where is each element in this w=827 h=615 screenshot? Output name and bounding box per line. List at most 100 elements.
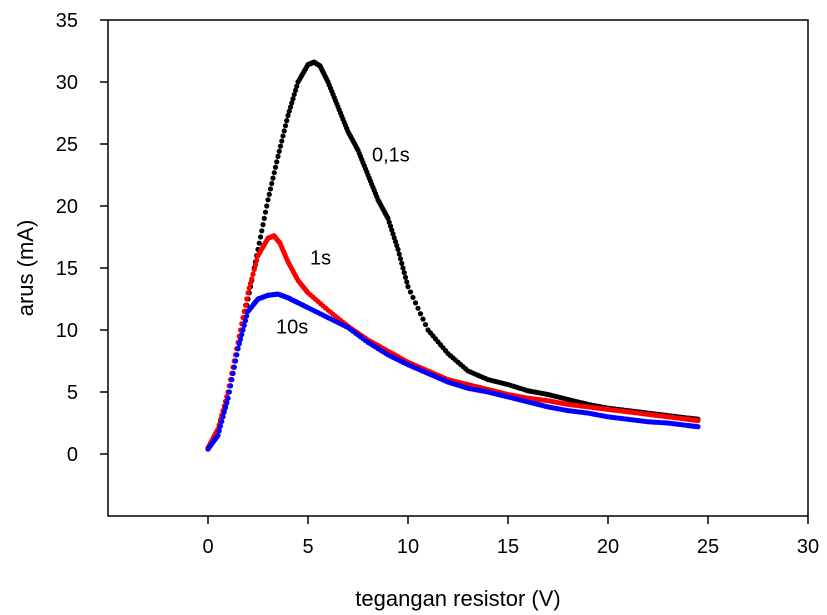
data-point <box>230 370 236 376</box>
data-point <box>292 87 299 93</box>
data-point <box>284 118 290 124</box>
data-point <box>290 96 296 102</box>
data-point <box>407 289 414 295</box>
series-0-1s <box>205 59 701 452</box>
data-point <box>234 352 240 358</box>
data-point <box>235 346 241 352</box>
data-point <box>399 260 405 266</box>
data-point <box>232 358 239 364</box>
data-point <box>262 209 269 215</box>
data-point <box>249 276 255 282</box>
data-point <box>279 138 285 144</box>
data-point <box>254 257 260 263</box>
data-point <box>404 279 410 285</box>
data-point <box>410 294 416 301</box>
data-point <box>695 417 701 424</box>
y-tick-label: 25 <box>56 134 78 156</box>
x-tick-label: 10 <box>397 536 419 558</box>
data-point <box>236 341 242 347</box>
data-point <box>272 164 279 170</box>
series-annotation: 10s <box>276 317 308 339</box>
data-point <box>412 300 419 306</box>
data-point <box>270 175 276 181</box>
data-point <box>269 180 275 187</box>
data-point <box>400 265 406 271</box>
x-tick-label: 15 <box>497 536 519 558</box>
data-point <box>401 270 407 276</box>
x-tick-label: 0 <box>202 536 213 558</box>
data-point <box>282 123 289 129</box>
data-point <box>245 290 251 296</box>
data-point <box>240 327 246 333</box>
data-point <box>256 240 262 246</box>
data-point <box>417 311 424 317</box>
x-tick-label: 30 <box>797 536 819 558</box>
data-point <box>695 424 701 430</box>
y-tick-label: 35 <box>56 10 78 32</box>
data-point <box>261 215 267 221</box>
annotations-layer: 0,1s 1s 10s <box>276 144 410 338</box>
x-axis-label: tegangan resistor (V) <box>355 586 560 611</box>
x-tick-label: 5 <box>302 536 313 558</box>
data-point <box>281 128 287 134</box>
data-point <box>265 197 271 203</box>
data-point <box>222 404 229 411</box>
data-point <box>246 285 252 291</box>
data-point <box>226 389 232 395</box>
data-point <box>264 203 270 209</box>
data-point <box>294 83 300 89</box>
data-point <box>225 395 231 401</box>
data-point <box>405 284 411 290</box>
data-point <box>257 234 264 240</box>
data-point <box>396 251 402 257</box>
data-point <box>244 296 250 302</box>
data-point <box>271 170 277 176</box>
data-point <box>247 280 254 287</box>
y-tick-label: 20 <box>56 196 78 218</box>
ticks-layer: 0 5 10 15 20 25 30 0 5 10 15 20 25 30 35 <box>56 10 819 558</box>
y-tick-label: 10 <box>56 320 78 342</box>
y-tick-label: 0 <box>67 444 78 466</box>
data-point <box>287 104 294 110</box>
data-point <box>280 133 286 139</box>
y-axis-label: arus (mA) <box>13 220 38 317</box>
data-point <box>215 432 221 438</box>
data-point <box>259 228 265 234</box>
data-point <box>260 222 266 228</box>
data-point <box>220 414 226 420</box>
data-point <box>291 91 297 98</box>
data-point <box>227 383 234 389</box>
y-tick-label: 30 <box>56 72 78 94</box>
x-tick-label: 25 <box>697 536 719 558</box>
data-point <box>219 418 225 425</box>
data-point <box>251 266 257 273</box>
data-point <box>217 423 224 429</box>
data-point <box>274 159 280 165</box>
y-tick-label: 15 <box>56 258 78 280</box>
data-point <box>275 153 281 159</box>
data-point <box>397 256 404 262</box>
y-tick-label: 5 <box>67 382 78 404</box>
data-point <box>244 313 250 319</box>
data-point <box>402 274 409 280</box>
x-tick-label: 20 <box>597 536 619 558</box>
data-point <box>422 321 429 328</box>
series-layer <box>205 59 701 452</box>
data-point <box>266 191 272 197</box>
data-point <box>229 377 235 383</box>
series-10s <box>205 291 701 452</box>
series-annotation: 1s <box>310 247 331 269</box>
data-point <box>216 428 222 434</box>
data-point <box>242 302 249 308</box>
data-point <box>420 316 426 322</box>
data-point <box>277 143 284 149</box>
data-point <box>252 262 259 268</box>
data-point <box>267 186 274 192</box>
data-point <box>395 246 401 252</box>
data-point <box>415 305 421 311</box>
data-point <box>276 148 282 154</box>
data-point <box>250 271 256 277</box>
data-point <box>286 108 292 114</box>
data-point <box>242 318 249 324</box>
